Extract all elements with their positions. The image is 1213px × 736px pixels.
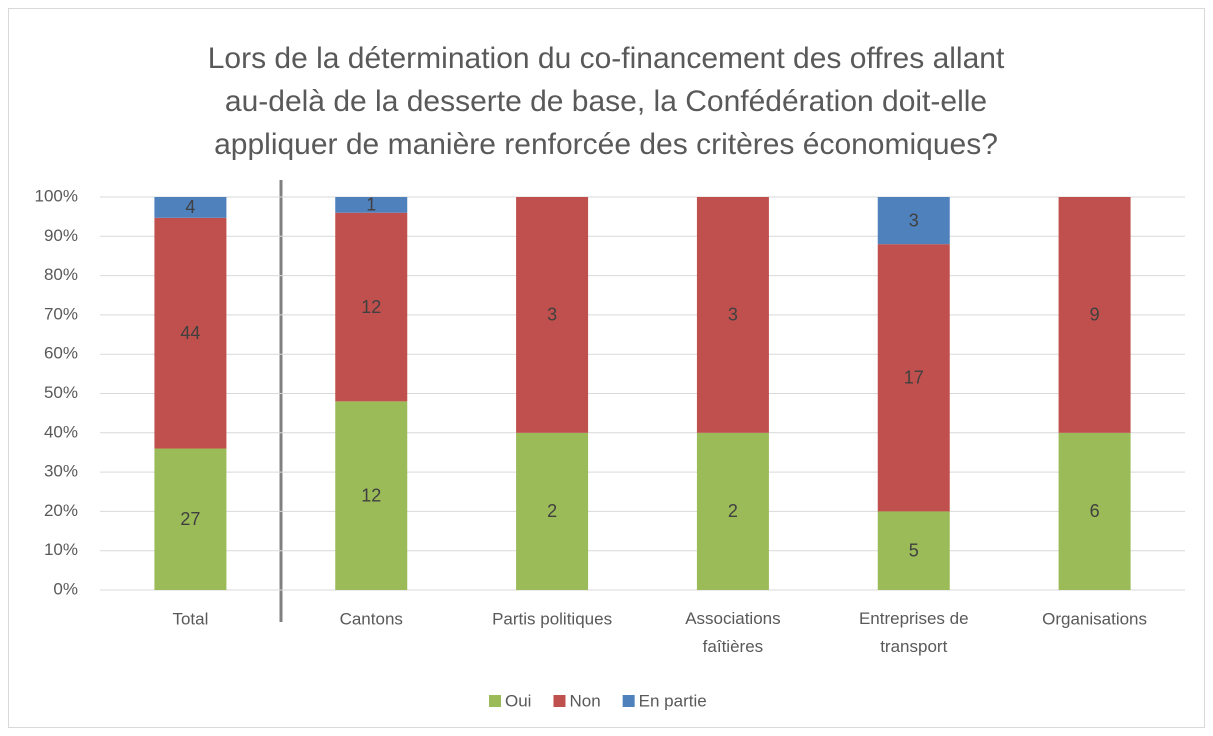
y-tick-label: 70% [44, 304, 78, 323]
y-tick-label: 100% [35, 186, 78, 205]
chart-title: Lors de la détermination du co-financeme… [208, 42, 1005, 75]
bar-segment [696, 432, 769, 590]
y-tick-label: 30% [44, 462, 78, 481]
chart-title: appliquer de manière renforcée des critè… [214, 128, 998, 161]
bar-segment [335, 401, 408, 590]
y-tick-label: 40% [44, 422, 78, 441]
y-tick-label: 10% [44, 540, 78, 559]
data-label: 12 [361, 485, 381, 505]
data-label: 12 [361, 297, 381, 317]
data-label: 27 [180, 509, 200, 529]
y-tick-label: 20% [44, 501, 78, 520]
bar-segment [696, 197, 769, 433]
x-tick-label: Entreprises de transport [859, 609, 969, 656]
bar-segment [516, 197, 589, 433]
bar-segment [335, 212, 408, 402]
data-label: 5 [909, 540, 919, 560]
legend-swatch [489, 695, 501, 707]
data-label: 2 [728, 501, 738, 521]
data-label: 2 [547, 501, 557, 521]
chart-title: au-delà de la desserte de base, la Confé… [225, 85, 987, 118]
bar-segment [154, 197, 227, 218]
bar-segment [335, 197, 408, 213]
data-label: 3 [728, 305, 738, 325]
legend-label: En partie [639, 691, 707, 710]
legend-label: Oui [505, 691, 531, 710]
x-tick-label: Associations faîtières [685, 609, 780, 656]
y-tick-label: 80% [44, 265, 78, 284]
bar-segment [154, 448, 227, 590]
bar-segment [154, 217, 227, 449]
y-tick-label: 90% [44, 226, 78, 245]
legend-swatch [553, 695, 566, 707]
data-label: 1 [366, 195, 376, 215]
bar-segment [1058, 432, 1131, 590]
data-label: 9 [1090, 305, 1100, 325]
bar-segment [1058, 197, 1131, 433]
y-tick-label: 60% [44, 344, 78, 363]
data-label: 6 [1090, 501, 1100, 521]
data-label: 3 [909, 210, 919, 230]
y-tick-label: 50% [44, 383, 78, 402]
bar-segment [516, 432, 589, 590]
data-label: 3 [547, 305, 557, 325]
x-tick-label: Cantons [340, 609, 403, 628]
bar-segment [877, 197, 950, 245]
x-tick-label: Organisations [1042, 609, 1147, 628]
x-tick-label: Partis politiques [492, 609, 612, 628]
y-tick-label: 0% [53, 579, 78, 598]
legend-swatch [622, 695, 635, 707]
bar-segment [877, 244, 950, 512]
data-label: 17 [904, 368, 924, 388]
bar-segment [877, 511, 950, 590]
data-label: 44 [180, 323, 200, 343]
legend-label: Non [569, 691, 600, 710]
x-tick-label: Total [172, 609, 208, 628]
data-label: 4 [185, 197, 195, 217]
